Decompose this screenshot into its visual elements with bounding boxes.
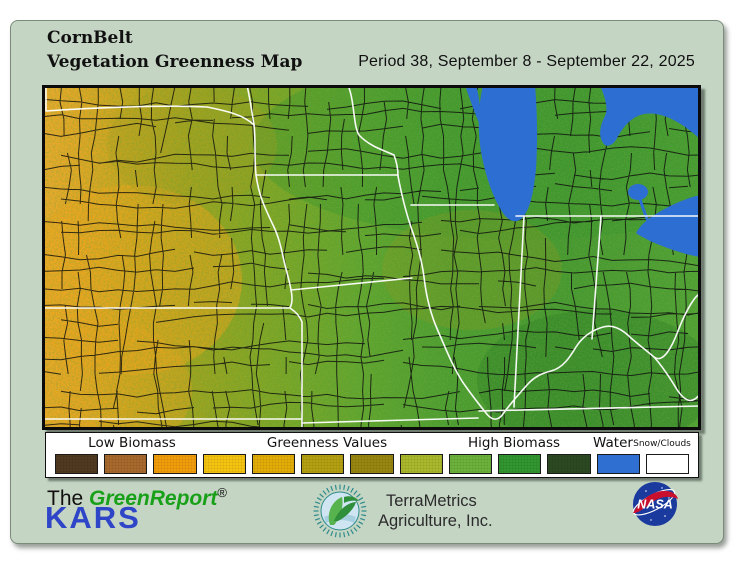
swatch-biomass-4 (202, 454, 246, 474)
green-bay (465, 85, 480, 123)
nasa-letters: NASA (637, 498, 672, 512)
swatch-biomass-9 (448, 454, 493, 474)
terrametrics-line1: TerraMetrics (386, 492, 477, 510)
page-subtitle: Vegetation Greenness Map (47, 52, 303, 72)
nasa-logo: NASA (632, 481, 678, 532)
swatch-biomass-2 (104, 454, 148, 474)
leaf-icon (328, 497, 343, 525)
period-label: Period 38, September 8 - September 22, 2… (358, 53, 695, 70)
leaf-icon (344, 496, 359, 503)
legend-snow-label: Snow/Clouds (633, 439, 691, 449)
swatch-biomass-1 (55, 454, 99, 474)
greenness-map-svg (42, 85, 701, 430)
inland-lake (515, 166, 521, 172)
speckle-yellow (42, 85, 701, 430)
swatch-snow-clouds (645, 454, 690, 474)
kars-wordmark: KARS (45, 500, 141, 535)
leaf-icon (334, 502, 356, 521)
swatch-biomass-5 (251, 454, 296, 474)
terrametrics-text: TerraMetrics Agriculture, Inc. (378, 491, 493, 531)
legend-mid-label: Greenness Values (266, 435, 388, 451)
swatch-biomass-3 (153, 454, 197, 474)
lake-st-clair (628, 184, 648, 200)
nasa-stars (639, 487, 670, 521)
legend-high-label: High Biomass (467, 435, 561, 451)
terrametrics-line2: Agriculture, Inc. (378, 512, 493, 530)
terrametrics-logo-block: TerraMetrics Agriculture, Inc. (311, 482, 493, 540)
swatch-water (596, 454, 640, 474)
registered-mark: ® (217, 485, 227, 500)
greenness-map (42, 85, 701, 430)
nasa-swoosh (633, 490, 678, 514)
inland-lake (510, 143, 514, 147)
lake-michigan (478, 85, 538, 222)
swatch-biomass-8 (399, 454, 443, 474)
swatch-biomass-10 (498, 454, 542, 474)
terrametrics-logo-icon (313, 484, 367, 538)
lake-huron-saginaw-bay (600, 85, 700, 146)
map-frame (42, 85, 701, 430)
swatch-biomass-6 (301, 454, 345, 474)
greenreport-wordmark: The GreenReport® (47, 482, 227, 509)
legend-low-label: Low Biomass (88, 435, 176, 451)
legend-water-label: Water (593, 435, 633, 451)
legend-swatches (55, 454, 690, 474)
greenreport-name: GreenReport (89, 487, 218, 510)
page-title: CornBelt (47, 28, 133, 48)
legend: Low Biomass Greenness Values High Biomas… (45, 432, 699, 478)
great-lakes (465, 85, 700, 257)
swatch-biomass-11 (547, 454, 591, 474)
lake-erie (636, 195, 700, 257)
state-boundaries (42, 85, 701, 430)
report-panel: CornBelt Vegetation Greenness Map Period… (10, 20, 724, 544)
greenreport-the: The (47, 487, 90, 510)
swatch-biomass-7 (350, 454, 394, 474)
